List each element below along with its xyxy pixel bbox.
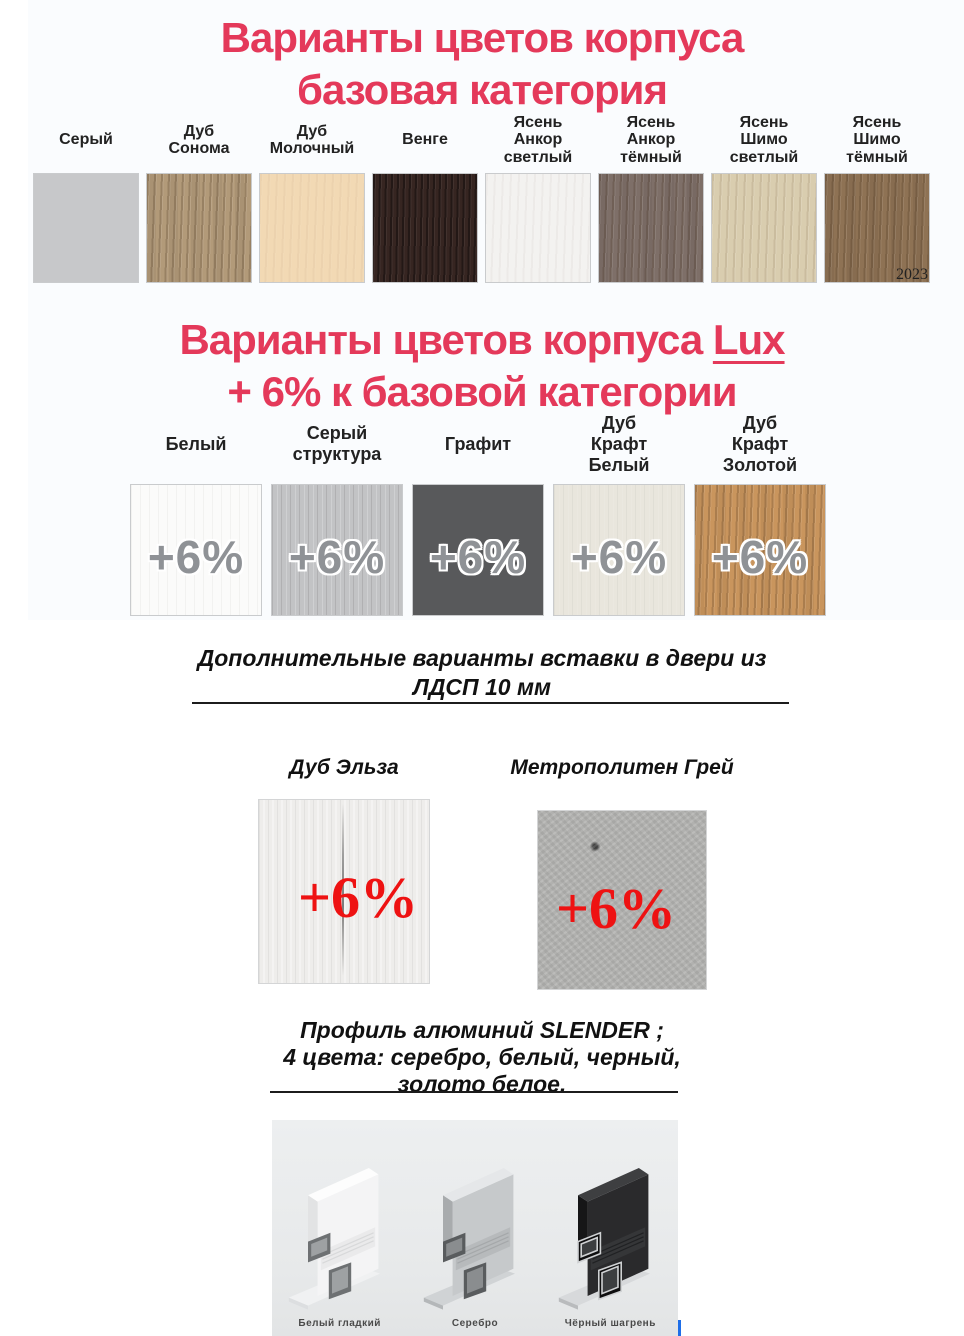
swatch-cell-ash-shimo-dark: Ясень Шимо тёмный <box>824 112 930 283</box>
base-title: Варианты цветов корпуса базовая категори… <box>0 12 964 116</box>
lux-title-line1: Варианты цветов корпуса Lux <box>0 314 964 366</box>
swatch-cell-grey-structure: Серый структура +6% <box>271 408 403 616</box>
base-swatch-row: Серый Дуб Сонома Дуб Молочный Венге Ясен… <box>33 112 931 283</box>
swatch-ash-ankor-light <box>485 173 591 283</box>
plus6-overlay: +6% <box>288 531 386 583</box>
swatch-wenge <box>372 173 478 283</box>
plus6-overlay: +6% <box>570 531 668 583</box>
base-title-line2: базовая категория <box>297 66 668 113</box>
swatch-cell-graphite: Графит +6% <box>412 408 544 616</box>
swatch-craft-white: +6% <box>553 484 685 616</box>
swatch-ash-shimo-dark <box>824 173 930 283</box>
swatch-metropolitan: +6% <box>537 810 707 990</box>
lux-title: Варианты цветов корпуса Lux + 6% к базов… <box>0 314 964 418</box>
text-cursor-artifact <box>678 1320 681 1336</box>
profile-heading: Профиль алюминий SLENDER ; 4 цвета: сере… <box>283 1017 681 1097</box>
swatch-label: Ясень Анкор светлый <box>503 113 573 166</box>
swatch-cell-ash-shimo-light: Ясень Шимо светлый <box>711 112 817 283</box>
swatch-cell-wenge: Венге <box>372 112 478 283</box>
profile-silver-image <box>423 1168 515 1310</box>
divider-line <box>192 702 789 704</box>
base-title-line1: Варианты цветов корпуса <box>220 14 745 61</box>
swatch-white: +6% <box>130 484 262 616</box>
swatch-label: Ясень Анкор тёмный <box>620 113 682 166</box>
swatch-cell-white: Белый +6% <box>130 408 262 616</box>
swatch-elza: +6% <box>258 799 430 984</box>
divider-line <box>270 1091 678 1093</box>
plus6-red-overlay: +6% <box>555 875 677 941</box>
lux-title-prefix: Варианты цветов корпуса <box>179 316 713 363</box>
plus6-overlay: +6% <box>711 531 809 583</box>
lux-swatch-row: Белый +6% Серый структура +6% Графит +6%… <box>130 408 826 616</box>
profile-silver-label: Серебро <box>451 1318 499 1329</box>
plus6-red-overlay: +6% <box>297 865 419 930</box>
swatch-graphite: +6% <box>412 484 544 616</box>
swatch-grey-structure: +6% <box>271 484 403 616</box>
profiles-photo: Белый гладкий Серебро <box>272 1120 678 1336</box>
swatch-cell-craft-white: Дуб Крафт Белый +6% <box>553 408 685 616</box>
insert-heading: Дополнительные варианты вставки в двери … <box>197 645 767 700</box>
lux-word: Lux <box>712 316 786 363</box>
swatch-label: Дуб Молочный <box>269 122 355 158</box>
swatch-grey <box>33 173 139 283</box>
swatch-cell-oak-sonoma: Дуб Сонома <box>146 112 252 283</box>
plus6-overlay: +6% <box>429 531 527 583</box>
profile-black-image <box>559 1168 651 1310</box>
swatch-cell-ash-ankor-light: Ясень Анкор светлый <box>485 112 591 283</box>
swatch-label: Серый структура <box>292 423 382 464</box>
swatch-cell-craft-gold: Дуб Крафт Золотой +6% <box>694 408 826 616</box>
swatch-label: Ясень Шимо светлый <box>729 113 799 166</box>
profile-black-label: Чёрный шагрень <box>564 1318 656 1329</box>
profile-white-label: Белый гладкий <box>298 1318 381 1329</box>
swatch-ash-shimo-light <box>711 173 817 283</box>
swatch-label: Венге <box>402 131 448 149</box>
swatch-cell-oak-milk: Дуб Молочный <box>259 112 365 283</box>
swatch-label: Графит <box>444 433 512 454</box>
profile-black-cell: Чёрный шагрень <box>543 1120 678 1336</box>
swatch-label: Дуб Крафт Золотой <box>722 412 798 475</box>
profile-silver-cell: Серебро <box>407 1120 542 1336</box>
swatch-label: Дуб Сонома <box>168 122 230 158</box>
swatch-oak-milk <box>259 173 365 283</box>
metro-label: Метрополитен Грей <box>510 756 734 779</box>
swatch-label: Ясень Шимо тёмный <box>846 113 908 166</box>
profile-white-cell: Белый гладкий <box>272 1120 407 1336</box>
swatch-ash-ankor-dark <box>598 173 704 283</box>
plus6-overlay: +6% <box>147 531 245 583</box>
elza-label: Дуб Эльза <box>289 756 399 779</box>
swatch-craft-gold: +6% <box>694 484 826 616</box>
year-watermark: 2023 <box>896 266 928 283</box>
swatch-label: Серый <box>59 131 113 149</box>
lux-title-line2: + 6% к базовой категории <box>227 368 737 415</box>
swatch-oak-sonoma <box>146 173 252 283</box>
swatch-cell-ash-ankor-dark: Ясень Анкор тёмный <box>598 112 704 283</box>
swatch-cell-grey: Серый <box>33 112 139 283</box>
swatch-label: Белый <box>165 433 227 454</box>
profile-white-image <box>288 1168 380 1310</box>
swatch-label: Дуб Крафт Белый <box>588 412 650 475</box>
